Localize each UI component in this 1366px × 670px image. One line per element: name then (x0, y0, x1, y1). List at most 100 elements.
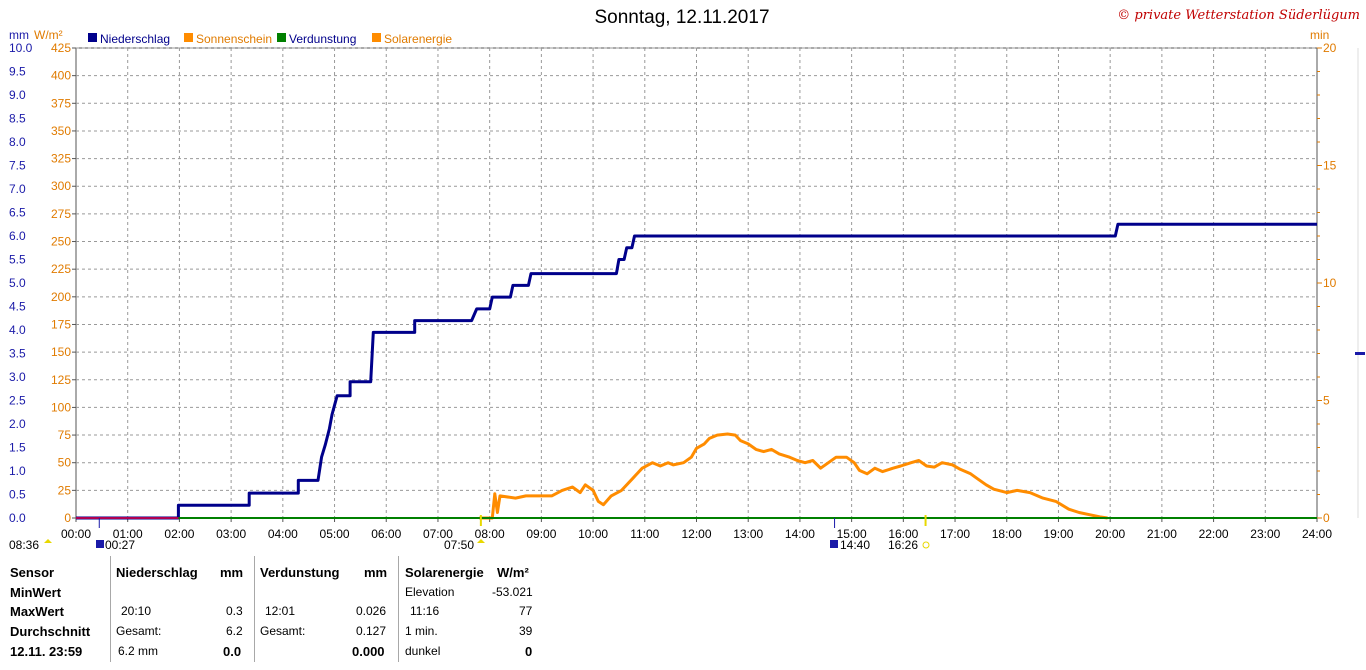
left-unit-w: W/m² (34, 28, 63, 42)
x-tick-label: 03:00 (216, 527, 246, 541)
verdunstung-current: 0.000 (352, 644, 385, 659)
series-line-niederschlag (76, 222, 1317, 520)
chart: Sonntag, 12.11.2017 © private Wetterstat… (9, 7, 1365, 552)
y-tick-w: 375 (51, 96, 71, 110)
y-tick-w: 0 (64, 511, 71, 525)
y-tick-w: 75 (58, 428, 72, 442)
table-divider-1 (110, 556, 111, 662)
y-tick-mm: 7.5 (9, 159, 26, 173)
right-unit: min (1310, 28, 1329, 42)
y-tick-mm: 8.5 (9, 112, 26, 126)
series-line-solarenergie (479, 432, 1108, 520)
elevation-value: -53.021 (492, 585, 533, 599)
y-tick-mm: 9.0 (9, 88, 26, 102)
legend-swatch-solarenergie (372, 33, 381, 42)
niederschlag-current: 0.0 (223, 644, 242, 659)
niederschlag-gesamt-label: Gesamt: (116, 624, 162, 638)
y-tick-w: 225 (51, 262, 71, 276)
series-group (76, 222, 1317, 528)
y-tick-w: 200 (51, 290, 71, 304)
x-tick-label: 15:00 (837, 527, 867, 541)
solarenergie-unit: W/m² (497, 565, 529, 580)
x-tick-label: 24:00 (1302, 527, 1332, 541)
y-axis-min: 0 5 10 15 20 (1317, 41, 1337, 525)
legend-swatch-verdunstung (277, 33, 286, 42)
y-tick-w: 175 (51, 317, 71, 331)
minwert-label: MinWert (10, 585, 62, 600)
solarenergie-avg-value: 39 (519, 624, 533, 638)
y-tick-min: 10 (1323, 276, 1337, 290)
y-tick-min: 0 (1323, 511, 1330, 525)
sunup-label: 07:50 (444, 538, 474, 552)
y-axis-w: 0 25 50 75 100 125 150 175 200 225 250 275 300 325 350… (51, 41, 76, 525)
y-tick-w: 250 (51, 235, 71, 249)
solarenergie-avg-label: 1 min. (405, 624, 438, 638)
y-axis-mm: 0.0 0.5 1.0 1.5 2.0 2.5 3.0 3.5 4.0 4.5 5.0 5.5 6.0 6… (9, 41, 33, 525)
verdunstung-header: Verdunstung (260, 565, 340, 580)
x-tick-label: 07:00 (423, 527, 453, 541)
y-tick-mm: 8.0 (9, 135, 26, 149)
right-scroll-marker[interactable] (1355, 352, 1365, 355)
y-tick-min: 15 (1323, 159, 1337, 173)
y-tick-w: 125 (51, 373, 71, 387)
y-tick-w: 350 (51, 124, 71, 138)
y-tick-mm: 4.0 (9, 323, 26, 337)
y-tick-w: 150 (51, 345, 71, 359)
y-tick-w: 275 (51, 207, 71, 221)
solarenergie-current: 0 (525, 644, 533, 659)
x-tick-label: 22:00 (1199, 527, 1229, 541)
niederschlag-header: Niederschlag (116, 565, 198, 580)
y-tick-mm: 7.0 (9, 182, 26, 196)
x-tick-label: 13:00 (733, 527, 763, 541)
sunup-marker-icon (477, 539, 485, 543)
table-divider-3 (398, 556, 399, 662)
niederschlag-max-time: 20:10 (121, 604, 152, 618)
verdunstung-max-value: 0.026 (356, 604, 387, 618)
y-tick-min: 5 (1323, 394, 1330, 408)
durchschnitt-label: Durchschnitt (10, 624, 91, 639)
verdunstung-gesamt-value: 0.127 (356, 624, 387, 638)
grid (76, 47, 1317, 518)
y-tick-mm: 0.5 (9, 488, 26, 502)
y-tick-w: 325 (51, 152, 71, 166)
verdunstung-unit: mm (364, 565, 388, 580)
sunset-label: 16:26 (888, 538, 918, 552)
x-tick-label: 16:00 (888, 527, 918, 541)
x-tick-label: 19:00 (1043, 527, 1073, 541)
x-tick-label: 21:00 (1147, 527, 1177, 541)
legend-label-sonnenschein: Sonnenschein (196, 32, 272, 46)
x-tick-label: 05:00 (320, 527, 350, 541)
y-tick-mm: 5.0 (9, 276, 26, 290)
solarenergie-max-time: 11:16 (410, 604, 440, 618)
legend: Niederschlag Sonnenschein Verdunstung So… (88, 32, 452, 46)
timestamp-label: 12.11. 23:59 (10, 644, 83, 659)
x-tick-label: 14:00 (785, 527, 815, 541)
legend-swatch-niederschlag (88, 33, 97, 42)
x-tick-label: 23:00 (1250, 527, 1280, 541)
moon-marker-icon (96, 540, 104, 548)
y-tick-mm: 6.0 (9, 229, 26, 243)
niederschlag-max-value: 0.3 (226, 604, 243, 618)
legend-swatch-sonnenschein (184, 33, 193, 42)
table-divider-2 (254, 556, 255, 662)
y-tick-mm: 2.5 (9, 394, 26, 408)
niederschlag-gesamt-value: 6.2 (226, 624, 243, 638)
y-tick-mm: 0.0 (9, 511, 26, 525)
elevation-label: Elevation (405, 585, 455, 599)
x-tick-label: 04:00 (268, 527, 298, 541)
y-tick-w: 50 (58, 456, 72, 470)
x-tick-label: 10:00 (578, 527, 608, 541)
sunset-marker-icon (922, 541, 930, 549)
y-tick-mm: 2.0 (9, 417, 26, 431)
x-tick-label: 12:00 (681, 527, 711, 541)
y-tick-mm: 6.5 (9, 206, 26, 220)
solarenergie-max-value: 77 (519, 604, 533, 618)
verdunstung-gesamt-label: Gesamt: (260, 624, 306, 638)
legend-label-verdunstung: Verdunstung (289, 32, 356, 46)
y-tick-mm: 5.5 (9, 253, 26, 267)
niederschlag-unit: mm (220, 565, 244, 580)
y-tick-min: 20 (1323, 41, 1337, 55)
x-tick-label: 01:00 (113, 527, 143, 541)
verdunstung-max-time: 12:01 (265, 604, 296, 618)
niederschlag-total: 6.2 mm (118, 644, 159, 658)
